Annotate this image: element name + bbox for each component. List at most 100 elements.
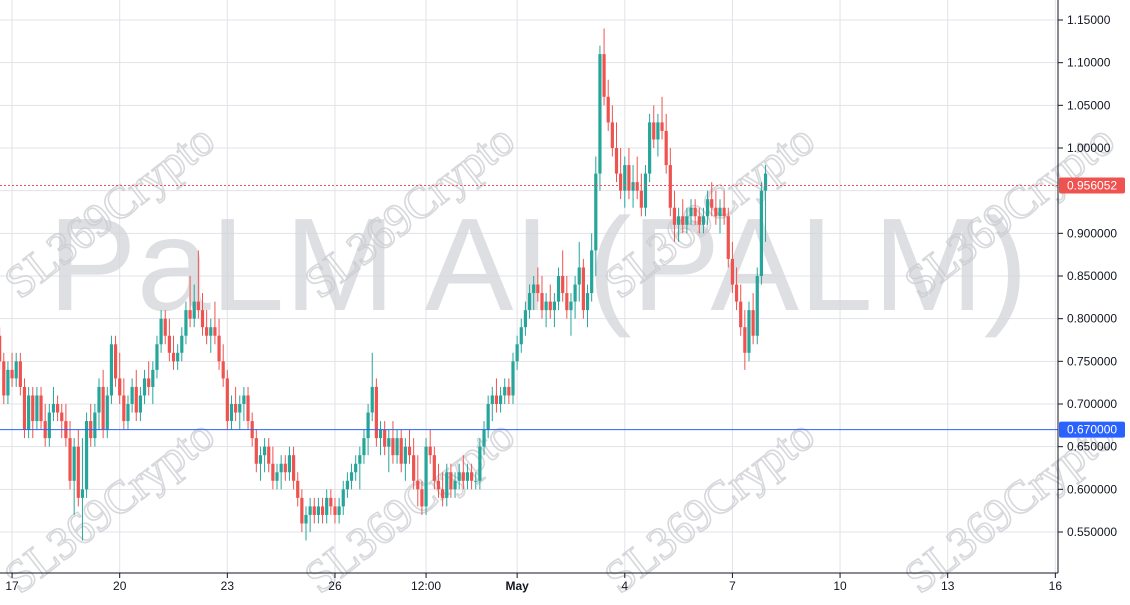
candle-body-up: [6, 369, 10, 396]
candle-body-up: [519, 327, 523, 345]
candle-body-up: [176, 352, 180, 362]
candle-body-down: [407, 446, 412, 456]
x-tick-label: 13: [941, 579, 955, 593]
candle-body-down: [113, 344, 118, 379]
candle-body-down: [536, 284, 540, 294]
candle-body-up: [701, 216, 706, 225]
candle-body-up: [387, 438, 391, 447]
candle-body-down: [134, 386, 138, 413]
candle-body-down: [739, 301, 743, 328]
candle-body-up: [358, 455, 362, 464]
candle-body-down: [0, 335, 2, 362]
candle-body-down: [31, 395, 35, 422]
candle-body-up: [648, 122, 652, 174]
current-price-tag: [1059, 177, 1125, 194]
y-tick-label: 0.900000: [1067, 226, 1117, 240]
x-tick-label: 26: [328, 579, 342, 593]
candle-body-down: [39, 395, 43, 422]
candle-body-up: [623, 165, 627, 191]
candle-body-down: [267, 446, 271, 464]
candle-body-down: [441, 489, 445, 498]
candle-body-down: [494, 395, 499, 404]
candle-body-down: [320, 506, 325, 515]
candle-body-up: [403, 446, 407, 464]
candle-body-up: [349, 472, 354, 481]
candle-body-up: [316, 506, 321, 515]
candles: [0, 28, 768, 541]
candle-body-down: [399, 438, 403, 464]
candle-body-down: [200, 310, 205, 328]
candle-body-down: [167, 335, 171, 353]
candle-body-down: [639, 190, 643, 208]
candle-body-up: [378, 429, 383, 439]
candle-body-up: [180, 335, 184, 353]
candle-body-down: [730, 258, 735, 285]
candle-body-down: [672, 207, 677, 225]
candle-body-up: [585, 293, 590, 311]
candle-body-up: [370, 386, 374, 413]
candle-body-up: [345, 480, 349, 490]
y-tick-label: 0.700000: [1067, 397, 1117, 411]
candle-body-down: [312, 506, 316, 515]
candle-body-down: [619, 173, 623, 191]
support-price-tag: [1059, 421, 1125, 438]
candle-body-up: [556, 276, 561, 302]
candle-body-down: [225, 378, 229, 422]
candle-body-up: [238, 404, 242, 413]
candle-body-up: [445, 472, 449, 498]
candle-body-down: [412, 455, 416, 481]
candle-body-up: [130, 386, 134, 404]
candle-body-down: [461, 472, 465, 481]
candle-body-down: [196, 301, 200, 311]
candle-body-down: [693, 207, 697, 217]
candle-body-up: [457, 472, 461, 481]
candle-body-down: [246, 395, 250, 422]
candle-body-up: [573, 284, 577, 302]
candle-body-up: [747, 310, 751, 353]
candle-body-up: [279, 463, 283, 473]
candle-body-up: [84, 421, 89, 490]
candle-body-down: [602, 54, 606, 97]
candle-body-down: [726, 216, 730, 259]
y-tick-label: 0.600000: [1067, 482, 1117, 496]
candle-body-up: [590, 250, 594, 294]
candle-body-down: [652, 122, 656, 140]
candle-body-down: [668, 165, 672, 208]
support-price-tag-label: 0.670000: [1067, 423, 1117, 437]
candle-body-up: [275, 472, 279, 481]
candle-body-up: [689, 207, 693, 217]
candle-body-up: [763, 173, 768, 191]
x-tick-label: 4: [621, 579, 628, 593]
candle-body-up: [685, 216, 689, 225]
x-tick-label: 10: [833, 579, 847, 593]
candle-body-down: [436, 480, 441, 490]
candle-body-up: [718, 207, 722, 217]
candle-body-down: [581, 267, 585, 311]
candle-body-up: [424, 446, 428, 507]
candle-body-down: [283, 463, 287, 473]
candle-body-down: [171, 352, 176, 362]
candle-body-down: [56, 404, 60, 413]
candle-body-up: [126, 404, 130, 422]
candle-body-up: [72, 446, 76, 481]
x-tick-label: 12:00: [411, 579, 441, 593]
candle-body-up: [598, 54, 602, 174]
candle-body-up: [577, 267, 581, 285]
candle-body-down: [271, 463, 275, 481]
candle-body-down: [101, 386, 105, 430]
candle-body-down: [213, 327, 217, 336]
candle-body-up: [569, 301, 573, 311]
candle-body-up: [705, 199, 710, 217]
candle-body-up: [80, 489, 85, 498]
candle-body-up: [209, 327, 213, 336]
candle-body-up: [263, 446, 267, 456]
candle-body-up: [532, 284, 536, 294]
candle-body-down: [10, 369, 14, 379]
y-tick-label: 0.750000: [1067, 354, 1117, 368]
y-tick-label: 1.00000: [1067, 141, 1111, 155]
price-lines: [0, 185, 1058, 431]
candle-body-up: [341, 489, 345, 507]
candle-body-down: [710, 199, 714, 208]
